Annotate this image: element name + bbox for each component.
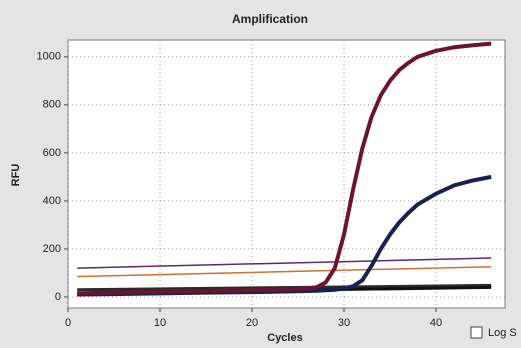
y-axis-title: RFU xyxy=(10,164,22,187)
y-tick-label: 200 xyxy=(43,243,61,255)
x-tick-label: 20 xyxy=(246,317,258,329)
x-axis-title: Cycles xyxy=(267,332,302,344)
page: {"chart_data": {"type": "line", "title":… xyxy=(0,0,521,348)
y-tick-label: 1000 xyxy=(37,51,61,63)
y-tick-label: 600 xyxy=(43,147,61,159)
y-tick-label: 800 xyxy=(43,99,61,111)
y-tick-label: 400 xyxy=(43,195,61,207)
x-tick-label: 10 xyxy=(154,317,166,329)
y-tick-label: 0 xyxy=(55,291,61,303)
x-tick-label: 40 xyxy=(430,317,442,329)
log-scale-checkbox[interactable] xyxy=(471,327,482,338)
chart: Amplification Cycles RFU Log S 020040060… xyxy=(0,0,521,348)
log-scale-label[interactable]: Log S xyxy=(488,327,517,339)
chart-title: Amplification xyxy=(232,12,308,26)
x-tick-label: 30 xyxy=(338,317,350,329)
x-tick-label: 0 xyxy=(65,317,71,329)
